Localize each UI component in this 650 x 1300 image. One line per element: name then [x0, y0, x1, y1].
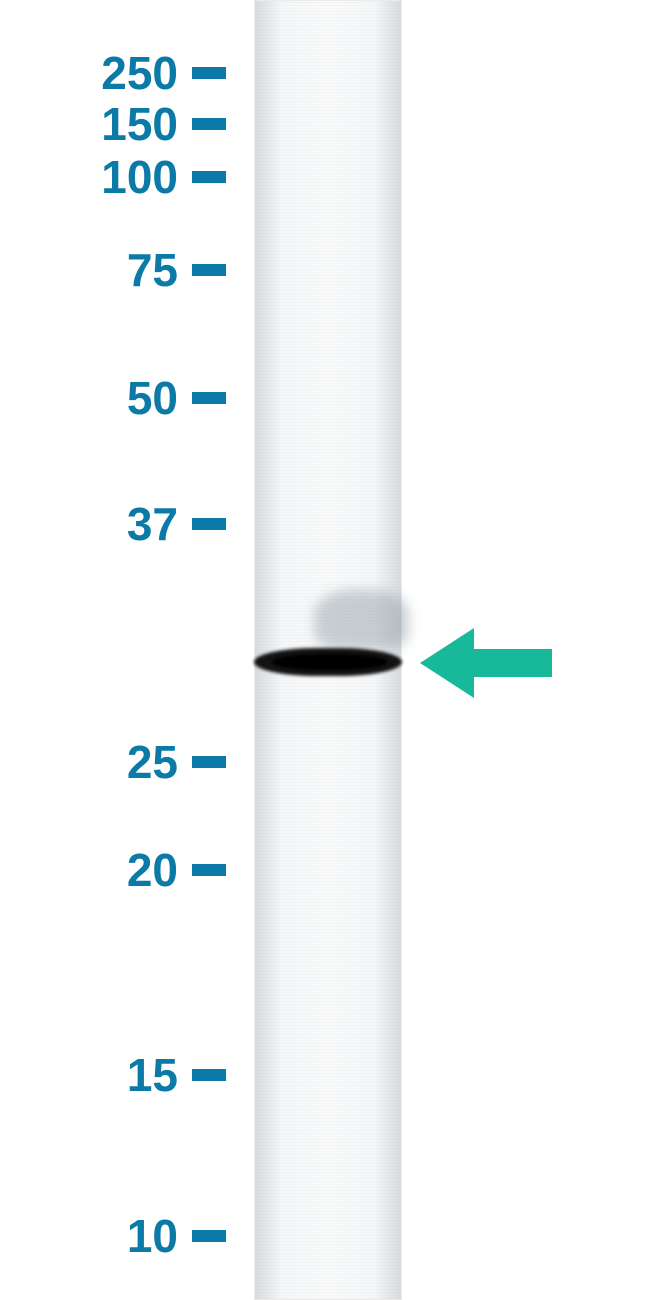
marker-tick-75 — [192, 264, 226, 276]
marker-label-150: 150 — [0, 97, 178, 151]
marker-tick-25 — [192, 756, 226, 768]
marker-label-250: 250 — [0, 46, 178, 100]
marker-label-15: 15 — [0, 1048, 178, 1102]
marker-tick-15 — [192, 1069, 226, 1081]
marker-tick-150 — [192, 118, 226, 130]
western-blot-diagram: 250150100 75 50 37 25 20 15 10 — [0, 0, 650, 1300]
marker-tick-37 — [192, 518, 226, 530]
marker-tick-20 — [192, 864, 226, 876]
arrow-icon — [420, 628, 552, 698]
marker-label-75: 75 — [0, 243, 178, 297]
band-indicator-arrow — [420, 628, 552, 698]
marker-label-20: 20 — [0, 843, 178, 897]
marker-label-25: 25 — [0, 735, 178, 789]
marker-tick-10 — [192, 1230, 226, 1242]
band-smudge — [314, 590, 409, 650]
marker-label-50: 50 — [0, 371, 178, 425]
marker-label-100: 100 — [0, 150, 178, 204]
marker-tick-250 — [192, 67, 226, 79]
marker-tick-100 — [192, 171, 226, 183]
marker-tick-50 — [192, 392, 226, 404]
protein-band-1 — [272, 654, 387, 670]
marker-label-10: 10 — [0, 1209, 178, 1263]
marker-label-37: 37 — [0, 497, 178, 551]
